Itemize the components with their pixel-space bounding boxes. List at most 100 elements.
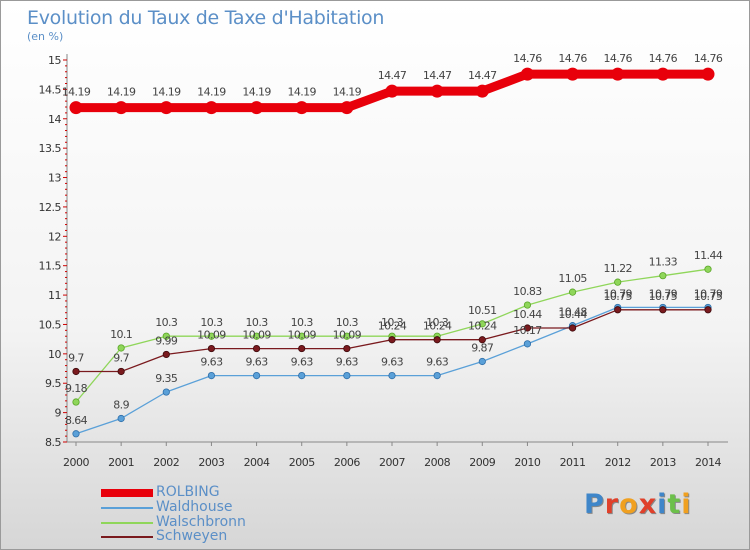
data-point-schweyen <box>388 336 396 344</box>
data-point-waldhouse <box>433 371 441 380</box>
y-tick-label: 10.5 <box>39 318 62 331</box>
y-tick-label: 14.5 <box>39 83 62 96</box>
data-label-rolbing: 14.19 <box>287 86 316 99</box>
data-point-walschbronn <box>659 272 667 280</box>
data-point-walschbronn <box>523 301 532 309</box>
data-label-schweyen: 10.24 <box>378 320 407 333</box>
chart-title: Evolution du Taux de Taxe d'Habitation <box>27 7 385 29</box>
data-point-waldhouse <box>343 371 351 380</box>
data-point-walschbronn <box>162 332 170 340</box>
data-label-schweyen: 9.7 <box>68 351 84 364</box>
data-point-rolbing <box>385 84 399 98</box>
legend-swatch-rolbing <box>101 489 153 497</box>
y-tick-label: 11 <box>48 289 61 302</box>
data-point-schweyen <box>343 344 351 353</box>
legend-label-rolbing: ROLBING <box>156 484 220 500</box>
data-label-rolbing: 14.19 <box>242 86 271 99</box>
data-label-walschbronn: 10.3 <box>246 316 269 329</box>
data-label-waldhouse: 9.63 <box>426 356 449 369</box>
x-tick-label: 2006 <box>334 456 360 469</box>
logo-letter: o <box>619 489 639 520</box>
data-point-schweyen <box>117 367 125 376</box>
logo-letter: P <box>584 489 605 520</box>
data-point-schweyen <box>659 306 667 314</box>
data-label-schweyen: 10.24 <box>468 320 497 333</box>
data-point-rolbing <box>159 101 173 115</box>
data-label-walschbronn: 11.44 <box>694 249 723 262</box>
data-label-schweyen: 10.75 <box>694 290 723 303</box>
x-tick-label: 2003 <box>198 456 224 469</box>
data-label-schweyen: 10.24 <box>423 320 452 333</box>
data-label-schweyen: 10.44 <box>513 308 542 321</box>
data-point-walschbronn <box>704 265 712 273</box>
data-label-waldhouse: 9.87 <box>471 341 494 354</box>
data-label-rolbing: 14.76 <box>603 52 632 65</box>
chart-unit-label: (en %) <box>27 30 64 43</box>
data-label-walschbronn: 11.22 <box>603 262 632 275</box>
data-label-walschbronn: 9.18 <box>65 382 88 395</box>
data-point-waldhouse <box>298 371 306 380</box>
data-point-rolbing <box>114 101 128 115</box>
x-tick-label: 2012 <box>605 456 631 469</box>
y-tick-label: 13.5 <box>39 142 62 155</box>
data-point-schweyen <box>478 336 486 344</box>
data-point-walschbronn <box>478 320 486 328</box>
legend-swatch-schweyen <box>101 536 153 538</box>
data-point-waldhouse <box>478 357 486 366</box>
data-label-waldhouse: 9.63 <box>291 356 314 369</box>
data-point-walschbronn <box>207 332 216 340</box>
data-point-schweyen <box>704 306 712 314</box>
data-point-rolbing <box>701 67 715 81</box>
data-label-walschbronn: 10.3 <box>426 316 449 329</box>
data-label-walschbronn: 10.3 <box>291 316 314 329</box>
y-tick-label: 12 <box>48 230 61 243</box>
legend-swatch-waldhouse <box>101 507 153 509</box>
data-label-waldhouse: 10.17 <box>513 324 542 337</box>
data-label-schweyen: 10.09 <box>242 329 271 342</box>
data-label-rolbing: 14.47 <box>468 69 497 82</box>
data-label-schweyen: 10.75 <box>649 290 678 303</box>
data-point-rolbing <box>611 67 625 81</box>
logo-letter: i <box>681 489 692 520</box>
data-point-walschbronn <box>252 332 261 340</box>
data-label-waldhouse: 9.63 <box>246 356 269 369</box>
data-label-schweyen: 10.09 <box>197 329 226 342</box>
y-tick-label: 9.5 <box>45 377 61 390</box>
data-label-schweyen: 9.99 <box>155 334 178 347</box>
data-point-walschbronn <box>614 278 622 286</box>
data-point-rolbing <box>204 101 218 115</box>
data-label-walschbronn: 10.3 <box>200 316 223 329</box>
data-label-walschbronn: 10.83 <box>513 285 542 298</box>
data-point-rolbing <box>475 84 489 98</box>
data-label-waldhouse: 8.9 <box>113 398 129 411</box>
data-point-walschbronn <box>117 344 125 352</box>
data-point-rolbing <box>656 67 670 81</box>
data-label-rolbing: 14.47 <box>423 69 452 82</box>
data-label-walschbronn: 10.3 <box>155 316 178 329</box>
y-tick-label: 9 <box>55 407 62 420</box>
data-point-schweyen <box>252 344 261 353</box>
x-tick-label: 2009 <box>469 456 495 469</box>
data-label-waldhouse: 10.79 <box>603 287 632 300</box>
data-point-rolbing <box>430 84 444 98</box>
data-label-schweyen: 10.75 <box>603 290 632 303</box>
data-point-schweyen <box>568 324 577 332</box>
data-label-walschbronn: 10.51 <box>468 304 497 317</box>
data-point-waldhouse <box>72 430 80 438</box>
data-label-rolbing: 14.19 <box>197 86 226 99</box>
data-label-waldhouse: 9.35 <box>155 372 178 385</box>
data-point-waldhouse <box>252 371 261 380</box>
data-point-schweyen <box>162 350 170 359</box>
data-label-schweyen: 10.44 <box>558 308 587 321</box>
data-point-rolbing <box>295 101 309 115</box>
logo-letter: t <box>667 489 682 520</box>
data-label-rolbing: 14.19 <box>333 86 362 99</box>
y-tick-label: 8.5 <box>45 436 61 449</box>
logo-letter: r <box>604 489 620 520</box>
x-tick-label: 2000 <box>63 456 89 469</box>
x-tick-label: 2001 <box>108 456 134 469</box>
data-point-rolbing <box>340 101 354 115</box>
data-point-walschbronn <box>72 398 80 406</box>
x-tick-label: 2008 <box>424 456 450 469</box>
data-label-schweyen: 9.7 <box>113 351 129 364</box>
